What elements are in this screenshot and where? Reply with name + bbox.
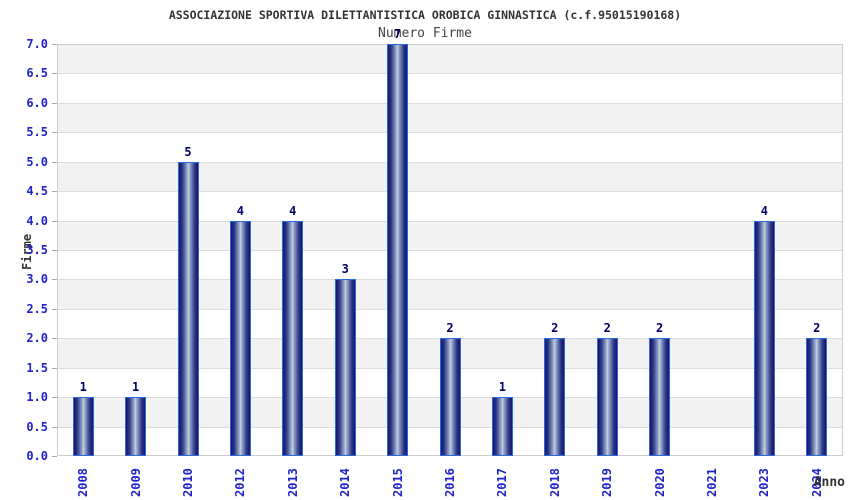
- y-tick-label: 1.5: [26, 360, 48, 375]
- gridline: [58, 220, 842, 222]
- gridline: [58, 191, 842, 193]
- y-axis-tick: [52, 279, 57, 281]
- x-tick-label: 2019: [600, 468, 615, 497]
- x-tick-label: 2018: [547, 468, 562, 497]
- y-tick-label: 7.0: [26, 37, 48, 51]
- bar: [544, 338, 566, 456]
- y-axis-tick: [52, 102, 57, 104]
- x-axis-title: Anno: [813, 475, 845, 490]
- gridline: [58, 73, 842, 75]
- bar: [491, 397, 513, 456]
- bar-value-label: 4: [236, 203, 244, 218]
- y-tick-label: 2.0: [26, 331, 48, 346]
- bar: [125, 397, 147, 456]
- bar-value-label: 2: [813, 321, 821, 336]
- bar-value-label: 7: [393, 27, 402, 41]
- bar: [806, 338, 828, 456]
- y-axis-tick: [52, 250, 57, 251]
- y-tick-label: 3.5: [26, 243, 48, 257]
- bar-value-label: 2: [655, 321, 664, 336]
- bar-value-label: 1: [79, 380, 87, 395]
- y-axis-tick: [52, 44, 57, 45]
- y-tick-label: 0.5: [26, 419, 48, 434]
- bar-value-label: 1: [498, 380, 506, 395]
- y-tick-label: 6.5: [26, 66, 48, 81]
- gridline: [58, 132, 842, 134]
- x-tick-label: 2014: [338, 468, 353, 497]
- gridline: [58, 250, 842, 251]
- bar: [229, 220, 251, 456]
- x-tick-label: 2020: [652, 468, 667, 497]
- plot-band: [57, 102, 843, 133]
- bar: [439, 338, 461, 456]
- x-tick-label: 2023: [757, 468, 772, 497]
- bar-value-label: 2: [603, 321, 611, 336]
- plot-band: [57, 44, 843, 74]
- bar: [387, 44, 409, 456]
- y-tick-label: 4.5: [26, 184, 48, 199]
- y-axis-tick: [52, 426, 57, 428]
- x-tick-label: 2012: [233, 468, 248, 497]
- y-axis-tick: [52, 308, 57, 310]
- y-axis-tick: [52, 397, 57, 399]
- x-tick-label: 2009: [128, 468, 143, 497]
- gridline: [58, 308, 842, 310]
- chart-title: ASSOCIAZIONE SPORTIVA DILETTANTISTICA OR…: [168, 8, 682, 22]
- x-tick-label: 2010: [181, 468, 195, 497]
- x-tick-label: 2017: [495, 468, 510, 497]
- y-axis-tick: [52, 132, 57, 134]
- y-axis-tick: [52, 220, 57, 222]
- y-tick-label: 2.5: [26, 301, 48, 316]
- x-tick-label: 2008: [76, 468, 91, 497]
- bar: [72, 397, 94, 456]
- y-axis-tick: [52, 338, 57, 340]
- gridline: [58, 102, 842, 104]
- x-tick-label: 2021: [705, 468, 719, 497]
- bar-value-label: 3: [341, 262, 349, 277]
- bar-value-label: 4: [289, 203, 297, 218]
- y-tick-label: 1.0: [26, 390, 48, 405]
- bar: [753, 220, 775, 456]
- x-tick-label: 2013: [285, 468, 300, 497]
- bar-value-label: 1: [131, 380, 140, 395]
- bar: [334, 279, 356, 456]
- y-axis-tick: [52, 456, 57, 457]
- y-axis-tick: [52, 161, 57, 163]
- bar: [649, 338, 671, 456]
- y-tick-label: 5.5: [26, 125, 48, 140]
- y-axis-tick: [52, 367, 57, 369]
- bar-value-label: 4: [760, 203, 768, 218]
- y-tick-label: 0.0: [26, 449, 48, 463]
- bar: [177, 161, 199, 456]
- x-tick-label: 2016: [443, 468, 457, 497]
- y-tick-label: 6.0: [26, 95, 48, 110]
- gridline: [58, 279, 842, 281]
- bar-value-label: 5: [184, 144, 192, 159]
- y-tick-label: 5.0: [26, 154, 48, 169]
- y-tick-label: 4.0: [26, 213, 48, 228]
- y-axis-tick: [52, 191, 57, 193]
- bar-value-label: 2: [446, 321, 454, 336]
- gridline: [58, 161, 842, 163]
- bar: [282, 220, 304, 456]
- x-tick-label: 2015: [390, 468, 405, 497]
- y-axis-tick: [52, 73, 57, 75]
- bar-value-label: 2: [551, 321, 559, 336]
- chart-subtitle: Numero Firme: [378, 26, 472, 41]
- y-tick-label: 3.0: [26, 272, 48, 287]
- bar: [596, 338, 618, 456]
